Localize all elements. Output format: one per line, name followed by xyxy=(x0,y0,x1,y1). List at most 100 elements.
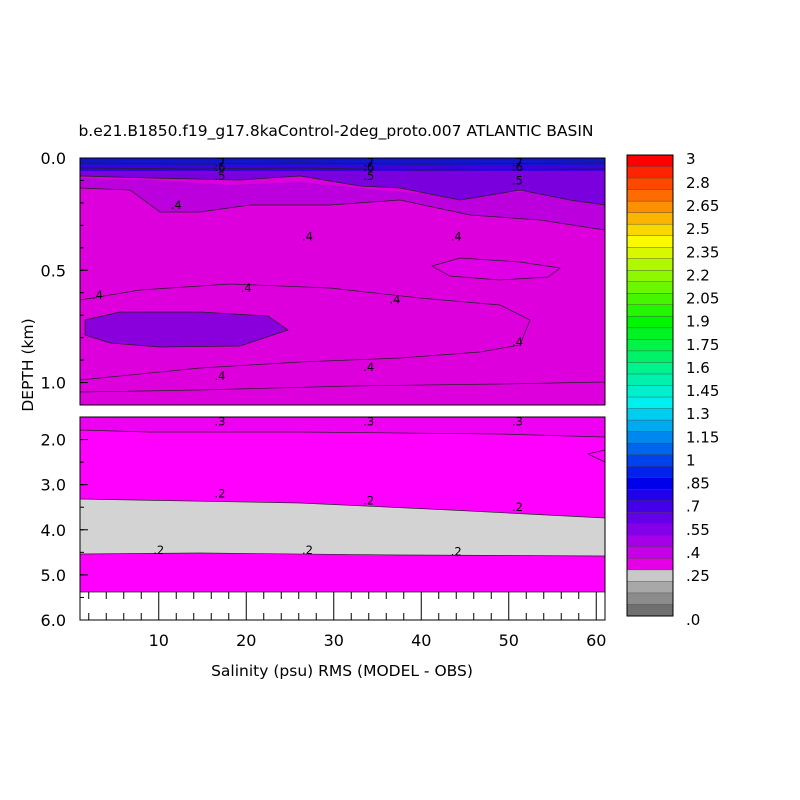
colorbar-swatch xyxy=(626,212,674,225)
contour-label: .4 xyxy=(512,335,523,349)
colorbar-label: 1 xyxy=(686,451,696,469)
colorbar-label: 2.5 xyxy=(686,220,710,238)
colorbar-swatch xyxy=(626,454,674,467)
y-axis-label: DEPTH (km) xyxy=(19,318,37,411)
colorbar-swatch xyxy=(626,500,674,513)
contour-label: .4 xyxy=(390,292,401,306)
colorbar-swatch xyxy=(626,512,674,525)
colorbar-swatch xyxy=(626,327,674,340)
contour-label: .5 xyxy=(363,169,374,183)
contour-label: .4 xyxy=(241,281,252,295)
chart-title: b.e21.B1850.f19_g17.8kaControl-2deg_prot… xyxy=(78,122,593,141)
colorbar-label: .4 xyxy=(686,544,700,562)
contour-label: .2 xyxy=(363,493,374,507)
y-axis-upper: 0.0 0.5 1.0 xyxy=(41,149,88,406)
colorbar-label: .55 xyxy=(686,521,710,539)
y-tick-label: 6.0 xyxy=(41,611,66,630)
contour-04-mid xyxy=(80,283,531,381)
y-tick-label: 4.0 xyxy=(41,521,66,540)
contour-02-upper xyxy=(80,498,605,519)
colorbar-swatch xyxy=(626,189,674,202)
colorbar-swatch xyxy=(626,419,674,433)
colorbar-label: 1.45 xyxy=(686,382,719,400)
contour-label: .6 xyxy=(512,160,523,174)
contour-label: .7 xyxy=(215,155,226,169)
contour-label: .4 xyxy=(363,360,374,374)
colorbar-swatch xyxy=(626,442,674,456)
colorbar-swatch xyxy=(626,408,674,421)
colorbar-swatch xyxy=(626,281,674,294)
colorbar-label: 2.35 xyxy=(686,243,719,261)
contour-label: .4 xyxy=(171,198,182,212)
contour-lighter-pocket xyxy=(431,257,561,281)
contour-05 xyxy=(80,175,605,206)
lower-panel-frame xyxy=(79,416,606,621)
colorbar-swatch xyxy=(626,604,674,617)
colorbar-swatch xyxy=(626,396,674,410)
colorbar-swatch xyxy=(626,373,674,387)
colorbar-swatch xyxy=(626,200,674,214)
upper-fill-05-band xyxy=(80,166,605,205)
contour-04-pocket xyxy=(84,311,289,348)
colorbar-swatch xyxy=(626,177,674,191)
x-tick-label: 10 xyxy=(149,631,169,650)
colorbar-swatch xyxy=(626,489,674,502)
lower-panel xyxy=(80,417,605,620)
y-tick-label: 2.0 xyxy=(41,431,66,450)
contour-label: .4 xyxy=(451,230,462,244)
colorbar-label: .0 xyxy=(686,611,700,629)
colorbar-label: 2.65 xyxy=(686,197,719,215)
upper-contour-labels: .7.6.5.7.6.5.7.6.5.4.4.4.4.4.4.4.4.4 xyxy=(92,155,523,382)
contour-03 xyxy=(80,429,605,438)
x-tick-label: 40 xyxy=(411,631,431,650)
contour-label: .4 xyxy=(92,288,103,302)
colorbar-label: 2.8 xyxy=(686,174,710,192)
lower-contour-lines xyxy=(80,429,605,593)
colorbar-label: .25 xyxy=(686,567,710,585)
contour-label: .7 xyxy=(512,155,523,169)
colorbar-label: .85 xyxy=(686,475,710,493)
colorbar-label: .7 xyxy=(686,498,700,516)
colorbar-label: 1.9 xyxy=(686,313,710,331)
colorbar-swatch xyxy=(626,166,674,179)
contour-label: .3 xyxy=(512,415,523,429)
contour-label: .5 xyxy=(215,169,226,183)
colorbar-label: 3 xyxy=(686,150,696,168)
x-tick-label: 20 xyxy=(236,631,256,650)
contour-04-deep xyxy=(80,381,605,393)
colorbar-swatch xyxy=(626,535,674,548)
x-tick-label: 60 xyxy=(586,631,606,650)
colorbar-swatch xyxy=(626,581,674,594)
y-tick-label: 0.5 xyxy=(41,261,66,280)
colorbar-swatch xyxy=(626,350,674,363)
y-tick-label: 1.0 xyxy=(41,374,66,393)
colorbar-swatch xyxy=(626,569,674,582)
upper-fill-07-band xyxy=(80,158,605,165)
colorbar-swatch xyxy=(626,223,674,237)
colorbar-swatch xyxy=(626,477,674,490)
colorbar-swatch xyxy=(626,293,674,306)
colorbar-swatch xyxy=(626,270,674,283)
lower-fill-no-data xyxy=(80,592,605,620)
colorbar-swatch xyxy=(626,362,674,375)
y-axis-lower: 2.0 3.0 4.0 5.0 6.0 xyxy=(41,416,88,630)
contour-label: .5 xyxy=(512,173,523,187)
contour-label: .2 xyxy=(451,544,462,558)
lower-contour-labels: .3 .3 .3 .2 .2 .2 .2 .2 .2 xyxy=(153,415,523,559)
contour-label: .2 xyxy=(512,500,523,514)
colorbar-swatch xyxy=(626,339,674,352)
y-tick-label: 5.0 xyxy=(41,566,66,585)
x-tick-label: 50 xyxy=(499,631,519,650)
contour-label: .2 xyxy=(215,487,226,501)
colorbar-swatch xyxy=(626,246,674,260)
contour-label: .4 xyxy=(302,230,313,244)
colorbar-swatch xyxy=(626,154,674,168)
contour-label: .3 xyxy=(215,415,226,429)
colorbar-swatch xyxy=(626,558,674,571)
contour-label: .6 xyxy=(215,160,226,174)
colorbar-label: 1.6 xyxy=(686,359,710,377)
contour-label: .6 xyxy=(363,160,374,174)
colorbar-label: 1.75 xyxy=(686,336,719,354)
colorbar-label: 2.05 xyxy=(686,290,719,308)
upper-contour-lines xyxy=(80,162,605,393)
